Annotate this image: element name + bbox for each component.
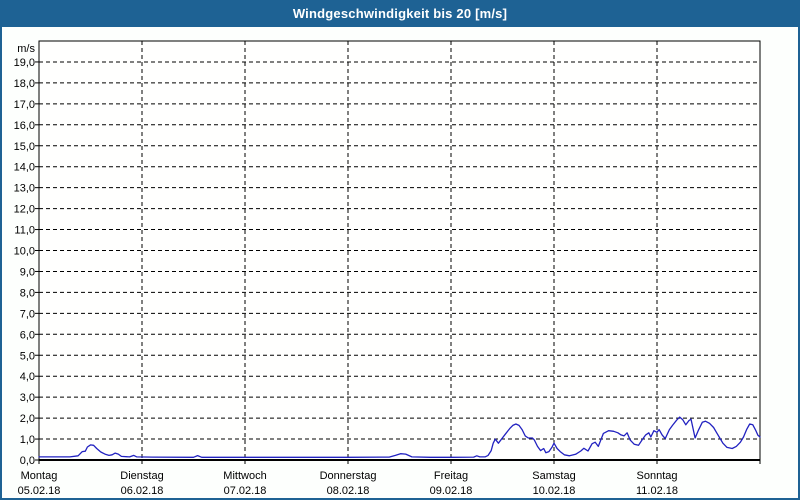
y-axis-unit-label: m/s bbox=[17, 43, 35, 55]
x-label-day: Dienstag bbox=[120, 470, 163, 482]
svg-text:19,0: 19,0 bbox=[14, 57, 35, 69]
x-label-date: 07.02.18 bbox=[224, 485, 267, 497]
x-label-day: Montag bbox=[21, 470, 58, 482]
svg-text:5,0: 5,0 bbox=[20, 350, 35, 362]
y-axis-labels: 0,0 1,0 2,0 3,0 4,0 5,0 6,0 7,0 8,0 9,0 10,0 11,0 12… bbox=[14, 57, 35, 467]
svg-text:11,0: 11,0 bbox=[14, 225, 35, 237]
x-label-day: Mittwoch bbox=[223, 470, 266, 482]
x-label-date: 06.02.18 bbox=[121, 485, 164, 497]
svg-text:1,0: 1,0 bbox=[20, 434, 35, 446]
x-label-day: Samstag bbox=[532, 470, 575, 482]
svg-text:17,0: 17,0 bbox=[14, 99, 35, 111]
title-bar: Windgeschwindigkeit bis 20 [m/s] bbox=[0, 0, 800, 27]
svg-text:9,0: 9,0 bbox=[20, 266, 35, 278]
svg-text:12,0: 12,0 bbox=[14, 204, 35, 216]
svg-text:6,0: 6,0 bbox=[20, 329, 35, 341]
svg-text:3,0: 3,0 bbox=[20, 392, 35, 404]
svg-text:0,0: 0,0 bbox=[20, 455, 35, 467]
wind-speed-chart: 0,0 1,0 2,0 3,0 4,0 5,0 6,0 7,0 8,0 9,0 10,0 11,0 12… bbox=[14, 40, 761, 497]
svg-text:8,0: 8,0 bbox=[20, 287, 35, 299]
svg-text:10,0: 10,0 bbox=[14, 246, 35, 258]
chart-title: Windgeschwindigkeit bis 20 [m/s] bbox=[292, 6, 508, 21]
x-label-day: Donnerstag bbox=[320, 470, 377, 482]
svg-text:14,0: 14,0 bbox=[14, 162, 35, 174]
x-label-date: 10.02.18 bbox=[533, 485, 576, 497]
wind-speed-line bbox=[38, 416, 761, 458]
x-label-date: 08.02.18 bbox=[327, 485, 370, 497]
svg-text:16,0: 16,0 bbox=[14, 120, 35, 132]
svg-text:15,0: 15,0 bbox=[14, 141, 35, 153]
x-label-date: 11.02.18 bbox=[636, 485, 678, 497]
svg-text:2,0: 2,0 bbox=[20, 413, 35, 425]
svg-text:13,0: 13,0 bbox=[14, 183, 35, 195]
svg-text:4,0: 4,0 bbox=[20, 371, 35, 383]
x-axis-labels: Montag 05.02.18 Dienstag 06.02.18 Mittwoch 07… bbox=[18, 470, 678, 497]
x-label-date: 05.02.18 bbox=[18, 485, 61, 497]
x-label-date: 09.02.18 bbox=[430, 485, 473, 497]
svg-text:18,0: 18,0 bbox=[14, 78, 35, 90]
gridlines bbox=[39, 41, 760, 460]
x-label-day: Freitag bbox=[434, 470, 468, 482]
x-label-day: Sonntag bbox=[637, 470, 678, 482]
svg-text:7,0: 7,0 bbox=[20, 308, 35, 320]
